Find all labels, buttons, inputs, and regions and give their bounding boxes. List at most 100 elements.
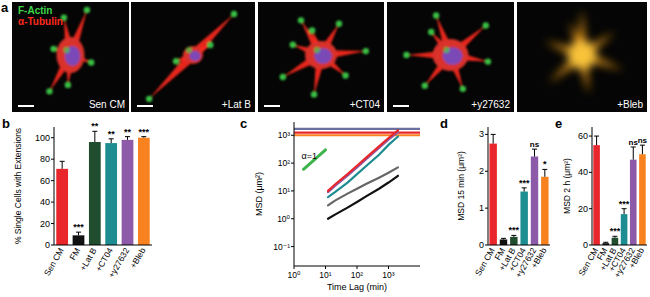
actin-tip [50,46,56,52]
cell [146,11,237,102]
bar [500,239,507,245]
scale-bar [393,105,409,107]
bar [89,142,101,245]
y-tick-label: 20 [40,219,50,229]
y-tick-label: 10⁰ [277,214,290,224]
bar [520,192,527,245]
actin-tip [363,48,369,54]
micrograph: +CT04 [258,2,384,112]
scale-bar [137,105,153,107]
cell-body [183,46,203,64]
y-tick [485,208,488,209]
error-bar [612,236,617,237]
panel-label: b [2,116,10,131]
series-line [328,167,398,205]
error-stem [624,209,625,214]
error-stem [534,149,535,156]
error-bar [631,147,636,160]
image-background [131,2,255,112]
y-axis-label: % Single Cells with Extensions [13,128,23,244]
y-tick-label: 3 [479,129,484,139]
bar-chart: Sen CM***FM**+Lat B**+CT04**+y27632***+B… [13,121,152,279]
y-axis-label: MSD (μm²) [254,172,264,216]
error-bar [60,161,65,169]
image-caption: Sen CM [89,99,125,110]
cell [280,17,369,97]
category-label: +Bleb [626,246,646,270]
y-tick [589,136,592,137]
x-tick [357,266,358,269]
significance: * [543,159,547,169]
y-tick [51,137,54,138]
bar [531,157,538,246]
y-tick [291,218,294,219]
line-chart: α=110⁰10¹10²10³10⁻¹10⁰10¹10²10³Time Lag … [254,122,420,292]
error-bar [141,137,146,138]
stain-label: α-Tubulin [18,16,63,27]
y-tick [291,135,294,136]
marks [593,136,645,245]
y-tick [485,171,488,172]
significance: ** [108,129,116,139]
y-axis [54,127,55,245]
y-tick-label: 10² [278,158,290,168]
error-bar [501,238,506,239]
y-axis [294,122,295,266]
bar [621,214,628,245]
error-stem [94,131,95,142]
image-caption: +y27632 [471,99,510,110]
error-stem [524,188,525,192]
series-line [328,132,398,192]
y-axis-label: MSD 15 min (μm²) [456,151,466,221]
actin-tip [483,22,489,28]
panel-label: e [555,116,562,131]
image-background [387,2,514,112]
micrograph: +y27632 [387,2,514,112]
y-tick-label: 100 [35,133,50,143]
marks [489,134,548,245]
y-axis [488,127,489,245]
bar [138,138,150,245]
marks [294,129,420,219]
stain-label: F-Actin [18,5,52,16]
error-bar [640,145,645,154]
actin-spot [314,47,320,53]
micrograph: Sen CM [12,2,129,112]
cell-body [305,41,337,69]
bar-chart: Sen CMFM***+Lat B***+CT04ns+y27632ns+Ble… [562,127,648,279]
y-tick [291,163,294,164]
y-tick [51,180,54,181]
y-tick-label: 10³ [278,130,290,140]
y-axis [592,127,593,245]
micrograph: +Lat B [131,2,255,112]
y-axis-label: MSD 2 h (μm²) [562,158,572,214]
error-bar [109,139,114,143]
actin-tip [298,17,304,23]
image-background [12,2,129,112]
x-tick-label: 10² [351,270,363,280]
actin-tip [280,74,286,80]
actin-tip [290,42,296,48]
y-tick-label: 0 [583,240,588,250]
image-caption: +Lat B [222,99,252,110]
y-tick [291,190,294,191]
cell [403,12,491,92]
error-bar [532,149,537,156]
actin-spot [186,47,192,53]
error-cap [60,161,65,162]
scale-bar [18,105,34,107]
significance: *** [619,199,630,209]
error-bar [125,137,130,140]
x-tick-label: 10⁰ [288,270,301,280]
actin-tip [207,42,213,48]
series-line [328,130,398,191]
significance: *** [519,178,530,188]
actin-tip [84,7,90,13]
error-cap [594,136,599,137]
panel-label: c [240,116,247,131]
error-stem [596,136,597,145]
y-tick-label: 80 [40,154,50,164]
x-axis [592,245,647,246]
y-tick [51,202,54,203]
significance: ns [530,140,540,149]
